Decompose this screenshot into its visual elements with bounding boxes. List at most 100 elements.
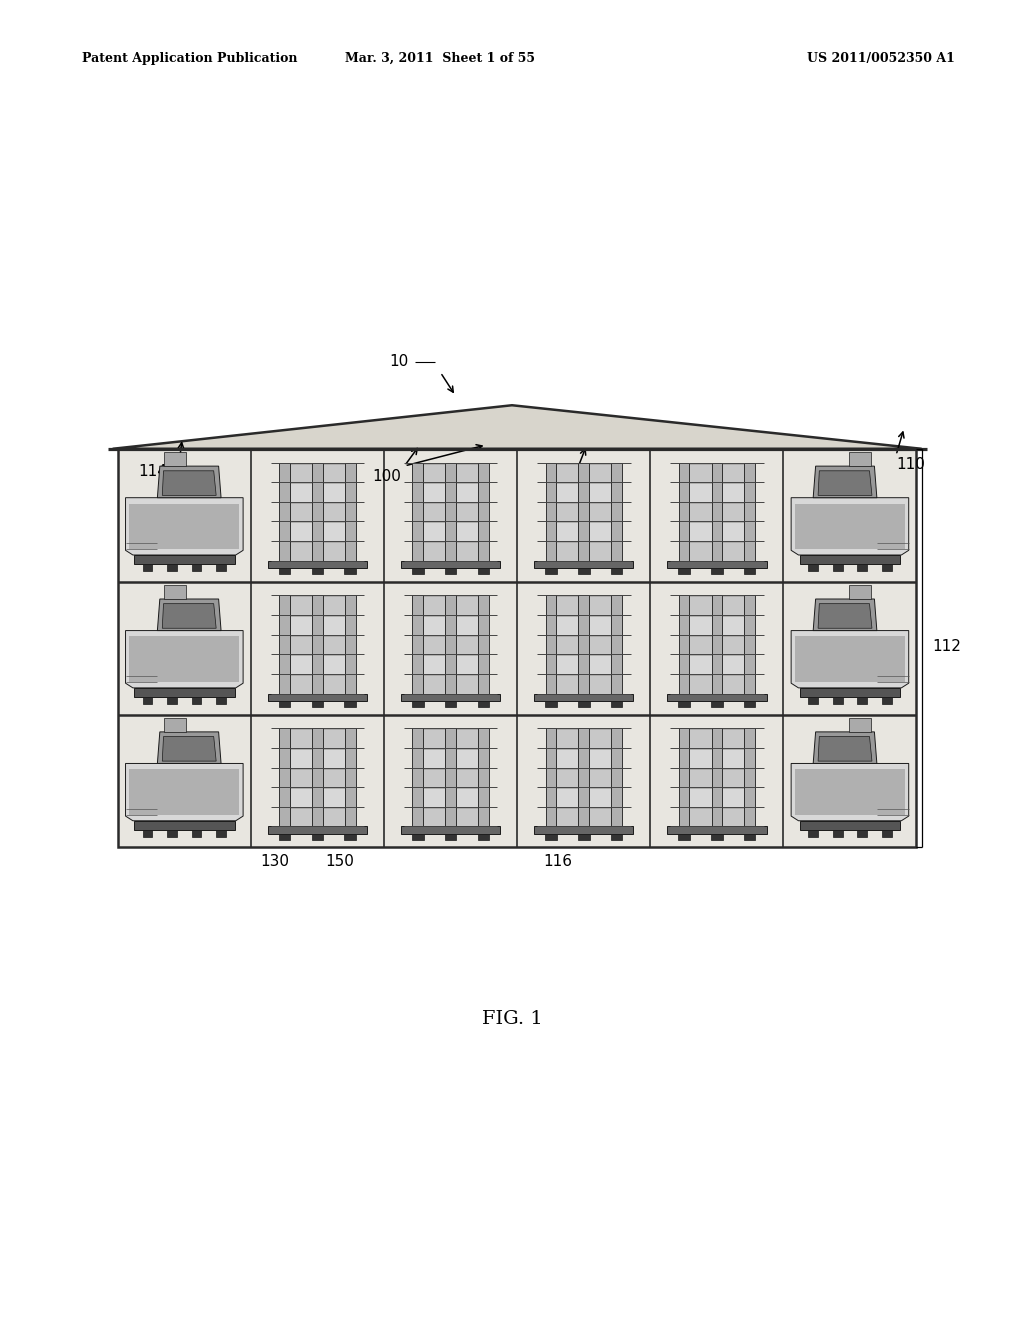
Bar	[743, 834, 756, 841]
Polygon shape	[162, 737, 216, 762]
Text: FIG. 1: FIG. 1	[481, 1010, 543, 1028]
Bar	[589, 523, 611, 541]
Bar	[345, 595, 355, 693]
Bar	[589, 675, 611, 693]
Bar	[744, 595, 755, 693]
Bar	[534, 561, 634, 568]
Bar	[444, 568, 457, 574]
Bar	[456, 675, 478, 693]
Bar	[267, 693, 368, 701]
Bar	[142, 830, 153, 837]
Bar	[882, 565, 892, 572]
Bar	[423, 808, 445, 826]
Bar	[808, 565, 818, 572]
Polygon shape	[818, 737, 872, 762]
Bar	[882, 830, 892, 837]
Bar	[610, 701, 623, 708]
Bar	[290, 616, 312, 635]
Bar	[589, 748, 611, 768]
Bar	[323, 675, 345, 693]
Bar	[689, 616, 712, 635]
Bar	[546, 729, 556, 826]
Bar	[849, 718, 870, 731]
Bar	[191, 565, 202, 572]
Bar	[456, 788, 478, 807]
Bar	[412, 568, 424, 574]
Bar	[711, 568, 723, 574]
Bar	[744, 462, 755, 561]
Bar	[279, 568, 291, 574]
Bar	[413, 595, 423, 693]
Bar	[589, 730, 611, 748]
Polygon shape	[792, 763, 908, 821]
Bar	[589, 655, 611, 675]
Bar	[722, 675, 744, 693]
Bar	[344, 568, 356, 574]
Text: 110: 110	[896, 457, 925, 473]
Bar	[689, 483, 712, 502]
Bar	[423, 675, 445, 693]
Bar	[445, 729, 456, 826]
Bar	[689, 636, 712, 655]
Bar	[689, 543, 712, 561]
Bar	[344, 701, 356, 708]
Polygon shape	[818, 603, 872, 628]
Bar	[134, 821, 234, 830]
Bar	[167, 830, 177, 837]
Bar	[678, 834, 690, 841]
Bar	[722, 655, 744, 675]
Bar	[857, 697, 867, 705]
Text: 114: 114	[138, 463, 167, 479]
Text: 10: 10	[389, 354, 409, 370]
Bar	[722, 483, 744, 502]
Bar	[579, 595, 589, 693]
Bar	[423, 463, 445, 482]
Bar	[477, 701, 489, 708]
Bar	[456, 748, 478, 768]
Bar	[679, 462, 689, 561]
Bar	[800, 688, 900, 697]
Bar	[456, 730, 478, 748]
Bar	[400, 693, 501, 701]
Bar	[164, 585, 185, 599]
Bar	[689, 675, 712, 693]
Bar	[423, 483, 445, 502]
Polygon shape	[129, 636, 240, 682]
Polygon shape	[158, 731, 221, 763]
Bar	[164, 451, 185, 466]
Bar	[142, 565, 153, 572]
Bar	[722, 808, 744, 826]
Bar	[545, 701, 557, 708]
Bar	[833, 830, 843, 837]
Bar	[712, 729, 722, 826]
Bar	[589, 483, 611, 502]
Bar	[611, 729, 622, 826]
Bar	[478, 462, 488, 561]
Text: US 2011/0052350 A1: US 2011/0052350 A1	[807, 51, 954, 65]
Bar	[579, 729, 589, 826]
Bar	[546, 595, 556, 693]
Polygon shape	[126, 498, 243, 554]
Bar	[722, 768, 744, 787]
Bar	[556, 768, 579, 787]
Bar	[279, 701, 291, 708]
Bar	[556, 463, 579, 482]
Bar	[323, 768, 345, 787]
Bar	[578, 701, 590, 708]
Bar	[323, 523, 345, 541]
Bar	[423, 636, 445, 655]
Bar	[191, 830, 202, 837]
Bar	[456, 483, 478, 502]
Bar	[589, 503, 611, 521]
Bar	[323, 808, 345, 826]
Bar	[712, 595, 722, 693]
Bar	[689, 788, 712, 807]
Bar	[711, 834, 723, 841]
Bar	[456, 503, 478, 521]
Bar	[589, 768, 611, 787]
Bar	[556, 616, 579, 635]
Bar	[722, 523, 744, 541]
Bar	[857, 830, 867, 837]
Bar	[423, 768, 445, 787]
Bar	[589, 463, 611, 482]
